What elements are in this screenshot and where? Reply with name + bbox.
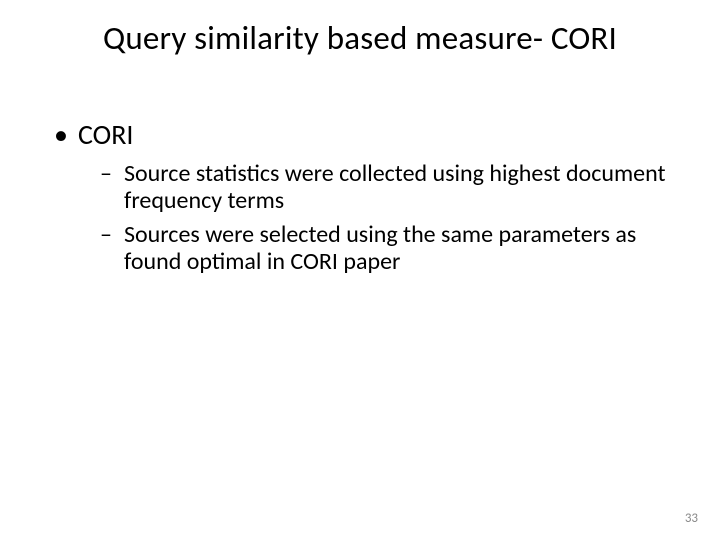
dash-icon: – (100, 221, 112, 249)
page-number: 33 (685, 511, 698, 526)
slide-body: • CORI – Source statistics were collecte… (52, 118, 668, 282)
slide: Query similarity based measure- CORI • C… (0, 0, 720, 540)
list-item-label: CORI (78, 117, 133, 152)
bullet-list-level1: • CORI – Source statistics were collecte… (52, 118, 668, 276)
dash-icon: – (100, 160, 112, 188)
list-item: – Source statistics were collected using… (78, 160, 668, 215)
bullet-list-level2: – Source statistics were collected using… (78, 160, 668, 276)
list-item: – Sources were selected using the same p… (78, 221, 668, 276)
list-item-label: Sources were selected using the same par… (124, 220, 636, 277)
bullet-icon: • (54, 118, 68, 152)
list-item-label: Source statistics were collected using h… (124, 159, 666, 216)
list-item: • CORI – Source statistics were collecte… (52, 118, 668, 276)
slide-title: Query similarity based measure- CORI (0, 18, 720, 58)
